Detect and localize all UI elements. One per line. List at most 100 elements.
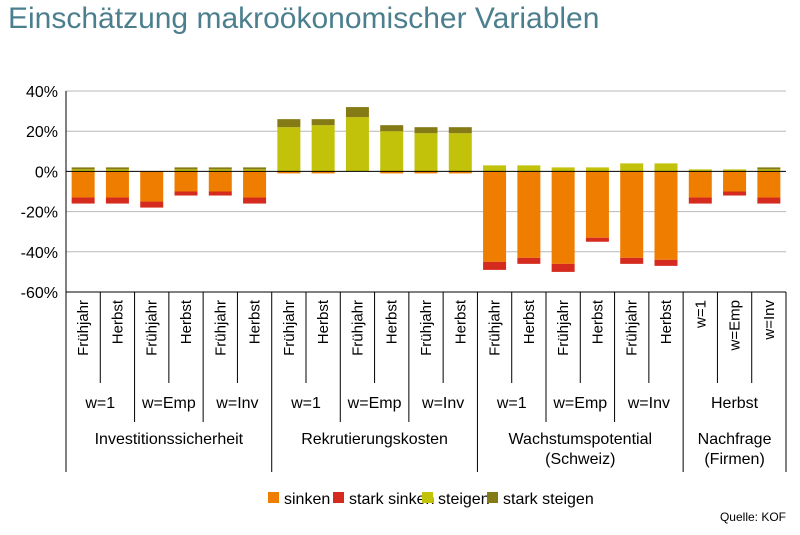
bar-segment bbox=[654, 171, 678, 260]
category-label: Herbst bbox=[384, 299, 401, 344]
subgroup-label: w=1 bbox=[290, 395, 321, 412]
group-label: Rekrutierungskosten bbox=[301, 431, 448, 448]
bar-segment bbox=[174, 191, 198, 196]
bar-segment bbox=[517, 257, 541, 264]
bar-segment bbox=[448, 127, 472, 134]
group-label: (Schweiz) bbox=[545, 451, 615, 468]
bar-segment bbox=[688, 171, 712, 198]
y-tick-label: 0% bbox=[35, 164, 58, 181]
y-tick-label: 20% bbox=[26, 124, 58, 141]
axis-layer: 40% 20% 0% -20% -40% -60% bbox=[21, 84, 786, 302]
bar-segment bbox=[483, 261, 507, 270]
bar-segment bbox=[174, 169, 198, 172]
bar-segment bbox=[277, 171, 301, 174]
bar-segment bbox=[414, 127, 438, 134]
bar-segment bbox=[585, 237, 609, 242]
bar-segment bbox=[551, 171, 575, 264]
category-label: w=Inv bbox=[761, 300, 778, 341]
bar-segment bbox=[448, 171, 472, 174]
bar-segment bbox=[243, 169, 267, 172]
y-tick-label: -20% bbox=[21, 205, 58, 222]
bar-segment bbox=[105, 171, 129, 198]
bar-segment bbox=[105, 197, 129, 204]
bar-segment bbox=[71, 197, 95, 204]
bar-segment bbox=[243, 197, 267, 204]
category-label: Frühjahr bbox=[144, 300, 161, 356]
bar-segment bbox=[174, 171, 198, 192]
category-label: Herbst bbox=[178, 299, 195, 344]
subgroup-label: Herbst bbox=[711, 395, 759, 412]
category-labels: Frühjahr Herbst Frühjahr Herbst Frühjahr Herb… bbox=[65, 292, 787, 472]
bar-segment bbox=[483, 171, 507, 262]
group-label: Nachfrage bbox=[698, 431, 772, 448]
subgroup-label: w=Inv bbox=[627, 395, 670, 412]
bar-segment bbox=[243, 167, 267, 170]
y-tick-label: -40% bbox=[21, 245, 58, 262]
bar-segment bbox=[688, 197, 712, 204]
bar-segment bbox=[757, 171, 781, 198]
grid-layer bbox=[66, 90, 786, 293]
bar-segment bbox=[723, 171, 747, 192]
category-label: Frühjahr bbox=[624, 300, 641, 356]
subgroup-label: w=Emp bbox=[347, 395, 402, 412]
category-label: Herbst bbox=[658, 299, 675, 344]
bar-segment bbox=[71, 169, 95, 172]
bar-segment bbox=[414, 133, 438, 172]
subgroup-label: w=Emp bbox=[141, 395, 196, 412]
group-label: Wachstumspotential bbox=[509, 431, 652, 448]
legend-swatch bbox=[487, 492, 498, 503]
bar-segment bbox=[208, 171, 232, 192]
category-label: Herbst bbox=[521, 299, 538, 344]
bar-segment bbox=[140, 171, 164, 202]
category-label: Frühjahr bbox=[75, 300, 92, 356]
bar-segment bbox=[277, 127, 301, 172]
subgroup-label: w=Inv bbox=[215, 395, 258, 412]
bar-segment bbox=[345, 107, 369, 118]
bar-segment bbox=[723, 191, 747, 196]
bar-segment bbox=[551, 263, 575, 272]
category-label: Frühjahr bbox=[555, 300, 572, 356]
category-label: Frühjahr bbox=[212, 300, 229, 356]
bar-segment bbox=[208, 167, 232, 170]
bar-segment bbox=[654, 259, 678, 266]
bar-segment bbox=[688, 169, 712, 172]
category-label: Frühjahr bbox=[487, 300, 504, 356]
bar-segment bbox=[551, 167, 575, 172]
legend: sinken stark sinken steigen stark steigen bbox=[268, 491, 594, 508]
bar-segment bbox=[620, 257, 644, 264]
bar-segment bbox=[311, 171, 335, 174]
legend-label: steigen bbox=[438, 491, 490, 508]
bar-segment bbox=[71, 167, 95, 170]
group-label: Investitionssicherheit bbox=[95, 431, 244, 448]
subgroup-label: w=1 bbox=[496, 395, 527, 412]
group-label: (Firmen) bbox=[704, 451, 764, 468]
category-label: Herbst bbox=[589, 299, 606, 344]
bar-segment bbox=[585, 171, 609, 238]
bar-segment bbox=[380, 125, 404, 132]
bar-segment bbox=[483, 165, 507, 172]
category-label: Frühjahr bbox=[418, 300, 435, 356]
bar-segment bbox=[380, 171, 404, 174]
bar-segment bbox=[277, 119, 301, 128]
y-tick-label: 40% bbox=[26, 84, 58, 101]
y-tick-label: -60% bbox=[21, 285, 58, 302]
bar-segment bbox=[723, 169, 747, 172]
category-label: Frühjahr bbox=[281, 300, 298, 356]
legend-label: sinken bbox=[284, 491, 330, 508]
bar-segment bbox=[654, 163, 678, 172]
category-label: Herbst bbox=[247, 299, 264, 344]
page-title: Einschätzung makroökonomischer Variablen bbox=[8, 2, 600, 35]
bar-segment bbox=[105, 167, 129, 170]
category-label: w=Emp bbox=[727, 300, 744, 351]
bar-segment bbox=[311, 125, 335, 172]
legend-swatch bbox=[422, 492, 433, 503]
bar-segment bbox=[243, 171, 267, 198]
bar-segment bbox=[414, 171, 438, 174]
category-label: Herbst bbox=[109, 299, 126, 344]
subgroup-label: w=1 bbox=[84, 395, 115, 412]
bar-segment bbox=[585, 167, 609, 172]
bar-segment bbox=[140, 201, 164, 208]
bar-segment bbox=[620, 163, 644, 172]
bar-segment bbox=[71, 171, 95, 198]
